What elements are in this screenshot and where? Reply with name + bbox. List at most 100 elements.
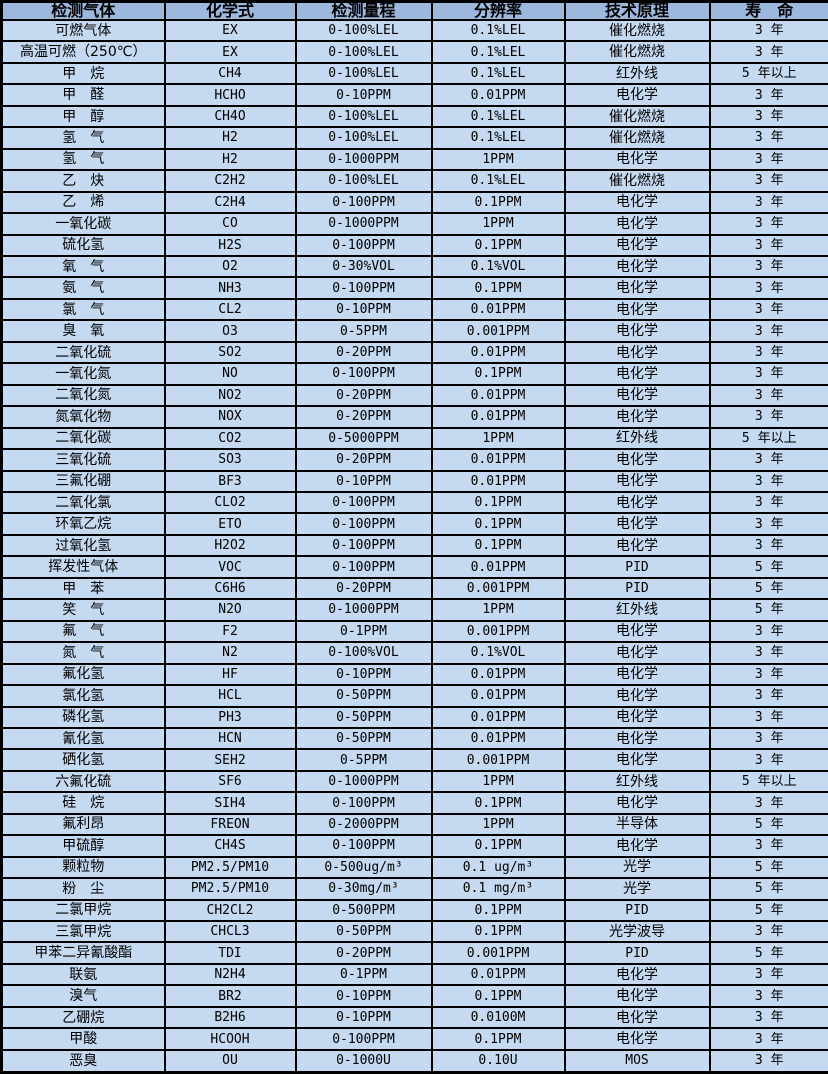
cell-lifespan: 5 年 xyxy=(708,812,828,837)
table-row: 联氨 N2H4 0-1PPM 0.01PPM 电化学 3 年 xyxy=(0,962,828,987)
cell-formula: F2 xyxy=(163,619,297,644)
cell-resolution: 0.1PPM xyxy=(430,490,566,515)
table-row: 甲 醇 CH4O 0-100%LEL 0.1%LEL 催化燃烧 3 年 xyxy=(0,104,828,129)
cell-range: 0-1000U xyxy=(294,1048,433,1074)
table-row: 三氧化硫 SO3 0-20PPM 0.01PPM 电化学 3 年 xyxy=(0,448,828,472)
cell-gas: 联氨 xyxy=(0,962,166,987)
cell-gas: 一氧化碳 xyxy=(0,212,166,236)
cell-resolution: 0.1PPM xyxy=(430,362,566,386)
cell-range: 0-5000PPM xyxy=(294,426,433,451)
cell-principle: 电化学 xyxy=(563,254,711,279)
cell-principle: PID xyxy=(563,898,711,923)
cell-formula: N2 xyxy=(163,641,297,665)
cell-resolution: 0.001PPM xyxy=(430,576,566,601)
cell-formula: SO2 xyxy=(163,340,297,365)
cell-range: 0-100%LEL xyxy=(294,40,433,64)
cell-gas: 甲 醛 xyxy=(0,83,166,107)
cell-resolution: 0.1%VOL xyxy=(430,641,566,665)
cell-gas: 硅 烷 xyxy=(0,791,166,815)
cell-lifespan: 3 年 xyxy=(708,662,828,687)
column-header-gas: 检测气体 xyxy=(0,0,166,21)
cell-resolution: 1PPM xyxy=(430,147,566,172)
cell-range: 0-1000PPM xyxy=(294,212,433,236)
cell-range: 0-1000PPM xyxy=(294,147,433,172)
cell-lifespan: 3 年 xyxy=(708,190,828,215)
table-row: 乙硼烷 B2H6 0-10PPM 0.0100M 电化学 3 年 xyxy=(0,1005,828,1030)
cell-principle: 电化学 xyxy=(563,962,711,987)
cell-lifespan: 3 年 xyxy=(708,362,828,386)
cell-formula: HF xyxy=(163,662,297,687)
cell-gas: 笑 气 xyxy=(0,598,166,622)
table-row: 高温可燃（250℃） EX 0-100%LEL 0.1%LEL 催化燃烧 3 年 xyxy=(0,40,828,64)
header-row: 检测气体 化学式 检测量程 分辨率 技术原理寿 命 xyxy=(0,0,828,21)
cell-principle: 半导体 xyxy=(563,812,711,837)
cell-range: 0-1000PPM xyxy=(294,598,433,622)
cell-range: 0-20PPM xyxy=(294,405,433,429)
cell-principle: 电化学 xyxy=(563,405,711,429)
cell-resolution: 0.1PPM xyxy=(430,791,566,815)
table-row: 颗粒物 PM2.5/PM10 0-500ug/m³ 0.1 ug/m³ 光学 5 年 xyxy=(0,855,828,880)
cell-gas: 氢 气 xyxy=(0,126,166,150)
cell-formula: CH2CL2 xyxy=(163,898,297,923)
cell-lifespan: 3 年 xyxy=(708,1005,828,1030)
table-row: 甲酸 HCOOH 0-100PPM 0.1PPM 电化学 3 年 xyxy=(0,1027,828,1051)
cell-lifespan: 3 年 xyxy=(708,104,828,129)
table-row: 六氟化硫 SF6 0-1000PPM 1PPM 红外线 5 年以上 xyxy=(0,769,828,794)
cell-principle: 光学 xyxy=(563,877,711,901)
cell-gas: 甲 醇 xyxy=(0,104,166,129)
cell-lifespan: 3 年 xyxy=(708,641,828,665)
cell-lifespan: 3 年 xyxy=(708,1048,828,1074)
cell-principle: PID xyxy=(563,576,711,601)
cell-principle: 电化学 xyxy=(563,276,711,300)
cell-gas: 甲硫醇 xyxy=(0,834,166,858)
cell-gas: 氮氧化物 xyxy=(0,405,166,429)
cell-principle: 电化学 xyxy=(563,533,711,558)
cell-resolution: 0.01PPM xyxy=(430,705,566,729)
cell-lifespan: 3 年 xyxy=(708,512,828,536)
cell-principle: 电化学 xyxy=(563,984,711,1008)
cell-lifespan: 3 年 xyxy=(708,405,828,429)
cell-lifespan: 5 年 xyxy=(708,555,828,579)
cell-principle: 电化学 xyxy=(563,190,711,215)
table-row: 溴气 BR2 0-10PPM 0.1PPM 电化学 3 年 xyxy=(0,984,828,1008)
table-row: 一氧化碳 CO 0-1000PPM 1PPM 电化学 3 年 xyxy=(0,212,828,236)
cell-formula: SF6 xyxy=(163,769,297,794)
cell-resolution: 0.01PPM xyxy=(430,383,566,408)
cell-formula: HCOOH xyxy=(163,1027,297,1051)
column-header-range: 检测量程 xyxy=(294,0,433,21)
cell-principle: 电化学 xyxy=(563,726,711,751)
cell-principle: 电化学 xyxy=(563,684,711,708)
cell-principle: 光学波导 xyxy=(563,920,711,944)
cell-range: 0-20PPM xyxy=(294,941,433,965)
cell-gas: 氧 气 xyxy=(0,254,166,279)
cell-principle: 催化燃烧 xyxy=(563,18,711,43)
cell-resolution: 0.01PPM xyxy=(430,684,566,708)
cell-gas: 乙 炔 xyxy=(0,169,166,193)
table-row: 氮 气 N2 0-100%VOL 0.1%VOL 电化学 3 年 xyxy=(0,641,828,665)
cell-range: 0-100PPM xyxy=(294,362,433,386)
cell-range: 0-50PPM xyxy=(294,726,433,751)
cell-lifespan: 5 年 xyxy=(708,855,828,880)
cell-lifespan: 5 年以上 xyxy=(708,61,828,86)
cell-formula: HCN xyxy=(163,726,297,751)
cell-gas: 六氟化硫 xyxy=(0,769,166,794)
cell-range: 0-100%LEL xyxy=(294,169,433,193)
cell-formula: H2 xyxy=(163,147,297,172)
cell-principle: 红外线 xyxy=(563,426,711,451)
cell-range: 0-500ug/m³ xyxy=(294,855,433,880)
cell-range: 0-100PPM xyxy=(294,233,433,258)
cell-formula: CO xyxy=(163,212,297,236)
cell-range: 0-100PPM xyxy=(294,490,433,515)
cell-resolution: 0.01PPM xyxy=(430,297,566,322)
cell-lifespan: 3 年 xyxy=(708,1027,828,1051)
cell-formula: NO xyxy=(163,362,297,386)
cell-range: 0-100PPM xyxy=(294,533,433,558)
table-row: 三氯甲烷 CHCL3 0-50PPM 0.1PPM 光学波导 3 年 xyxy=(0,920,828,944)
cell-formula: C2H4 xyxy=(163,190,297,215)
cell-resolution: 0.01PPM xyxy=(430,662,566,687)
cell-formula: CH4O xyxy=(163,104,297,129)
table-row: 氧 气 O2 0-30%VOL 0.1%VOL 电化学 3 年 xyxy=(0,254,828,279)
cell-lifespan: 3 年 xyxy=(708,684,828,708)
cell-resolution: 1PPM xyxy=(430,769,566,794)
